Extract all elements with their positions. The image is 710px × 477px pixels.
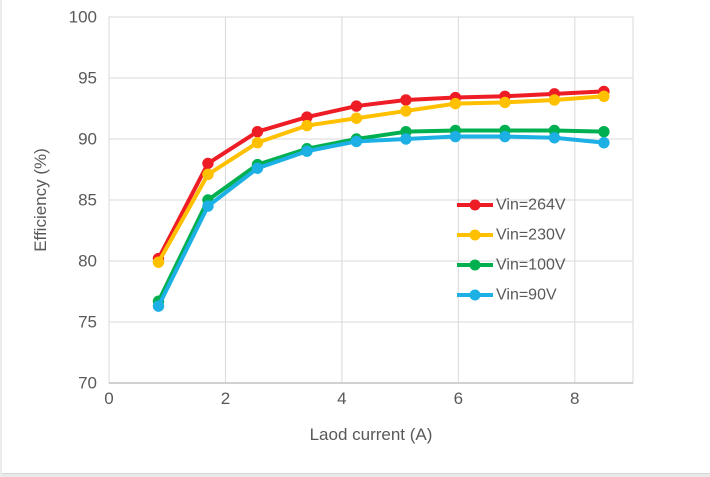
legend-swatch-marker [469, 199, 481, 211]
series-marker-Vin=90V [400, 133, 412, 145]
legend-label: Vin=264V [496, 197, 566, 214]
series-marker-Vin=230V [350, 112, 363, 124]
x-tick-label: 0 [104, 389, 113, 408]
series-marker-Vin=230V [548, 94, 561, 106]
y-tick-label: 70 [78, 374, 97, 393]
series-marker-Vin=230V [598, 90, 610, 103]
y-tick-label: 80 [78, 252, 97, 271]
y-tick-label: 85 [78, 191, 97, 210]
x-tick-label: 2 [221, 389, 230, 408]
series-marker-Vin=90V [251, 162, 264, 174]
series-marker-Vin=90V [598, 136, 610, 149]
window-bottom-strip [2, 473, 710, 477]
series-marker-Vin=90V [449, 130, 462, 143]
series-marker-Vin=230V [499, 96, 511, 109]
series-marker-Vin=90V [350, 135, 363, 148]
x-tick-label: 4 [337, 389, 346, 408]
series-marker-Vin=100V [598, 125, 610, 138]
series-line-Vin=264V [156, 89, 606, 261]
legend-swatch-marker [469, 289, 481, 301]
y-tick-label: 100 [69, 8, 97, 27]
series-marker-Vin=264V [301, 111, 313, 123]
series-marker-Vin=90V [152, 300, 165, 312]
y-axis-title: Efficiency (%) [31, 148, 50, 252]
series-marker-Vin=264V [350, 100, 363, 112]
series-marker-Vin=230V [301, 119, 313, 132]
legend-label: Vin=90V [496, 287, 557, 304]
legend-label: Vin=230V [496, 227, 566, 244]
series-marker-Vin=230V [251, 136, 264, 149]
series-marker-Vin=230V [202, 168, 214, 181]
x-tick-label: 8 [570, 389, 579, 408]
y-tick-label: 90 [78, 130, 97, 149]
series-marker-Vin=264V [251, 125, 264, 138]
series-marker-Vin=90V [499, 130, 511, 143]
series-line-Vin=100V [156, 128, 606, 304]
y-tick-label: 75 [78, 313, 97, 332]
x-tick-label: 6 [454, 389, 463, 408]
y-tick-label: 95 [78, 69, 97, 88]
legend-swatch-marker [469, 229, 481, 241]
x-axis-title: Laod current (A) [310, 425, 433, 444]
series-marker-Vin=264V [400, 94, 412, 106]
series-marker-Vin=90V [202, 200, 214, 212]
series-line-Vin=90V [156, 134, 606, 309]
series-marker-Vin=230V [449, 97, 462, 110]
series-marker-Vin=264V [202, 157, 214, 170]
legend-swatch-marker [469, 259, 481, 271]
series-marker-Vin=230V [400, 105, 412, 117]
series-marker-Vin=230V [152, 256, 165, 268]
series-marker-Vin=90V [301, 145, 313, 157]
legend-label: Vin=100V [496, 257, 566, 274]
series-marker-Vin=90V [548, 132, 561, 144]
series-line-Vin=230V [156, 94, 606, 265]
